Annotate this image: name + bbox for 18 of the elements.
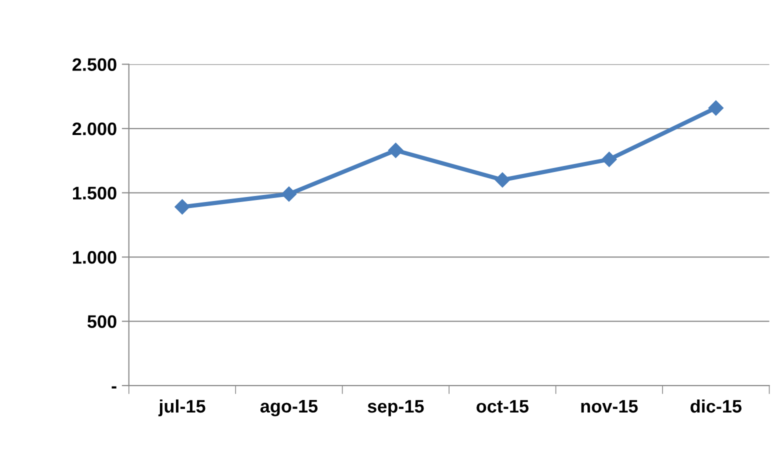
x-tick-label: dic-15 [690, 399, 742, 413]
x-tick-label: jul-15 [158, 399, 206, 416]
y-tick-label: 1.000 [73, 250, 116, 264]
point [174, 199, 190, 214]
point [708, 100, 724, 116]
x-tick-label: nov-15 [581, 400, 638, 413]
x-tick-label: sep-15 [368, 400, 424, 416]
y-tick-label: 2.500 [72, 58, 116, 71]
point [281, 186, 297, 202]
x-tick-label: oct-15 [476, 400, 529, 413]
y-tick-label: 1.500 [73, 186, 116, 200]
y-tick-label: 500 [87, 315, 116, 328]
point [388, 142, 404, 158]
y-tick-label: 2.000 [72, 122, 116, 136]
x-tick-label: ago-15 [260, 400, 318, 416]
point [602, 152, 617, 167]
point [494, 172, 510, 188]
y-tick-label: - [112, 386, 116, 388]
